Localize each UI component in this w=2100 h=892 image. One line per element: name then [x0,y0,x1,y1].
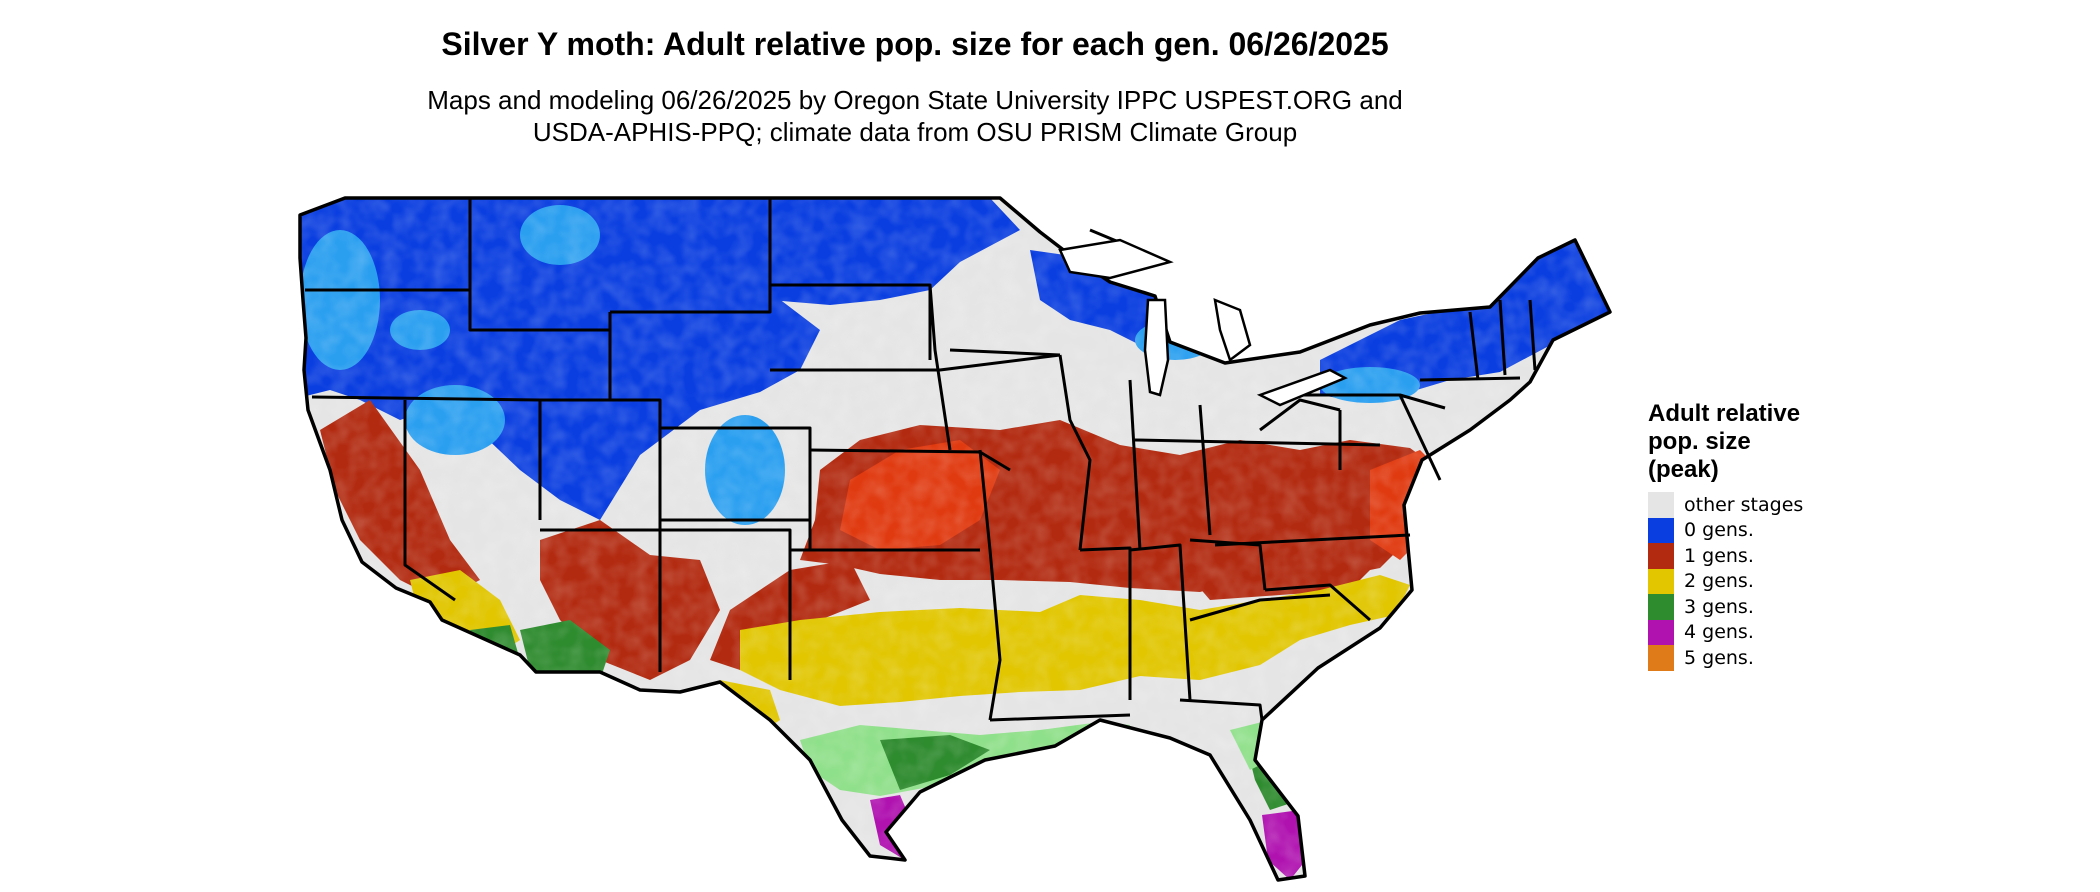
legend-label: 5 gens. [1684,646,1754,669]
legend-title-line-2: pop. size [1648,428,1751,455]
lake-huron [1213,298,1252,363]
legend-swatch [1648,619,1674,645]
legend-label: 3 gens. [1684,595,1754,618]
page-subtitle: Maps and modeling 06/26/2025 by Oregon S… [0,84,1830,148]
map-texture [300,198,1610,880]
legend-swatch [1648,517,1674,543]
legend-label: 1 gens. [1684,544,1754,567]
legend-title-line-1: Adult relative [1648,400,1801,427]
legend-label: 0 gens. [1684,519,1754,542]
lake-erie [1256,368,1348,407]
legend-item-other-stages: other stages [1648,492,1908,518]
legend-item-5-gens: 5 gens. [1648,645,1908,671]
legend-swatch [1648,568,1674,594]
legend-item-1-gens: 1 gens. [1648,543,1908,569]
subtitle-line-1: Maps and modeling 06/26/2025 by Oregon S… [427,85,1403,115]
legend-item-3-gens: 3 gens. [1648,594,1908,620]
great-lakes [1058,238,1348,407]
legend-title: Adult relative pop. size (peak) [1648,400,1868,484]
legend-swatch [1648,645,1674,671]
us-outline [298,196,1612,882]
legend-item-2-gens: 2 gens. [1648,568,1908,594]
subtitle-line-2: USDA-APHIS-PPQ; climate data from OSU PR… [532,117,1298,147]
legend-item-0-gens: 0 gens. [1648,517,1908,543]
legend-title-line-3: (peak) [1648,456,1719,483]
legend-swatch [1648,594,1674,620]
page-title: Silver Y moth: Adult relative pop. size … [441,26,1389,62]
lake-michigan [1143,298,1170,397]
legend-swatch [1648,492,1674,518]
map-legend: Adult relative pop. size (peak) other st… [1648,400,1908,671]
legend-label: 2 gens. [1684,570,1754,593]
legend-label: 4 gens. [1684,621,1754,644]
legend-swatch [1648,543,1674,569]
lake-superior [1058,238,1174,280]
legend-item-4-gens: 4 gens. [1648,619,1908,645]
legend-label: other stages [1684,493,1804,516]
state-boundaries [305,198,1537,722]
